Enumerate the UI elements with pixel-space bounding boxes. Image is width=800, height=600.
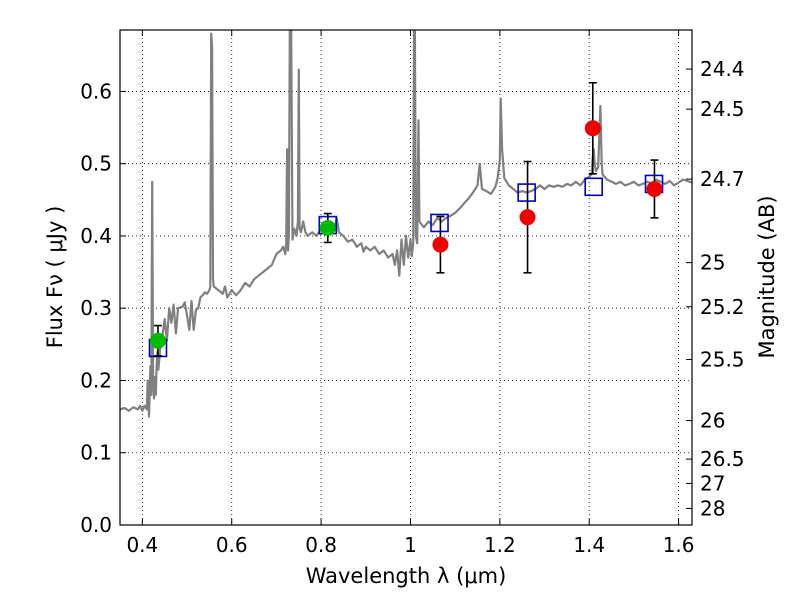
y-tick-label: 0.2 bbox=[80, 368, 112, 392]
y-tick-label: 0.5 bbox=[80, 152, 112, 176]
x-tick-label: 1.6 bbox=[663, 533, 695, 557]
optical-observed-point bbox=[149, 332, 166, 349]
magnitude-tick-label: 24.7 bbox=[700, 167, 745, 191]
nir-observed-point bbox=[646, 180, 663, 197]
y-axis-title: Flux Fν ( μJy ) bbox=[43, 206, 67, 349]
model-band-square bbox=[430, 213, 449, 233]
x-tick-label: 0.4 bbox=[126, 533, 158, 557]
x-axis-ticks: 0.4 0.6 0.8 1 1.2 1.4 1.6 bbox=[126, 30, 695, 557]
magnitude-tick-label: 25 bbox=[700, 251, 725, 275]
magnitude-tick-label: 25.5 bbox=[700, 347, 745, 371]
magnitude-tick-label: 24.4 bbox=[700, 57, 745, 81]
x-tick-label: 1.4 bbox=[573, 533, 605, 557]
magnitude-tick-label: 24.5 bbox=[700, 97, 745, 121]
x-axis-title: Wavelength λ (μm) bbox=[306, 564, 507, 588]
y-axis-ticks: 0.0 0.1 0.2 0.3 0.4 0.5 0.6 bbox=[80, 79, 126, 537]
y-tick-label: 0.4 bbox=[80, 224, 112, 248]
y-tick-label: 0.3 bbox=[80, 296, 112, 320]
model-band-square bbox=[517, 183, 536, 202]
magnitude-tick-label: 27 bbox=[700, 471, 725, 495]
x-tick-label: 0.6 bbox=[216, 533, 248, 557]
magnitude-tick-label: 26 bbox=[700, 409, 725, 433]
magnitude-tick-label: 28 bbox=[700, 496, 725, 520]
magnitude-tick-label: 25.2 bbox=[700, 295, 745, 319]
x-tick-label: 1 bbox=[404, 533, 417, 557]
y-tick-label: 0.1 bbox=[80, 441, 112, 465]
model-band-square bbox=[584, 177, 603, 197]
nir-observed-point bbox=[584, 120, 601, 137]
x-tick-label: 0.8 bbox=[305, 533, 337, 557]
optical-observed-point bbox=[319, 220, 336, 236]
nir-observed-point bbox=[432, 236, 449, 253]
y-tick-label: 0.0 bbox=[80, 513, 112, 537]
magnitude-tick-label: 26.5 bbox=[700, 447, 745, 471]
model-spectrum-line bbox=[120, 30, 692, 418]
x-tick-label: 1.2 bbox=[484, 533, 516, 557]
plot-background bbox=[120, 30, 692, 525]
y-tick-label: 0.6 bbox=[80, 79, 112, 103]
magnitude-axis-title: Magnitude (AB) bbox=[755, 195, 779, 358]
plot-frame bbox=[119, 29, 693, 526]
observed-points bbox=[149, 120, 663, 349]
nir-observed-point bbox=[519, 209, 536, 226]
